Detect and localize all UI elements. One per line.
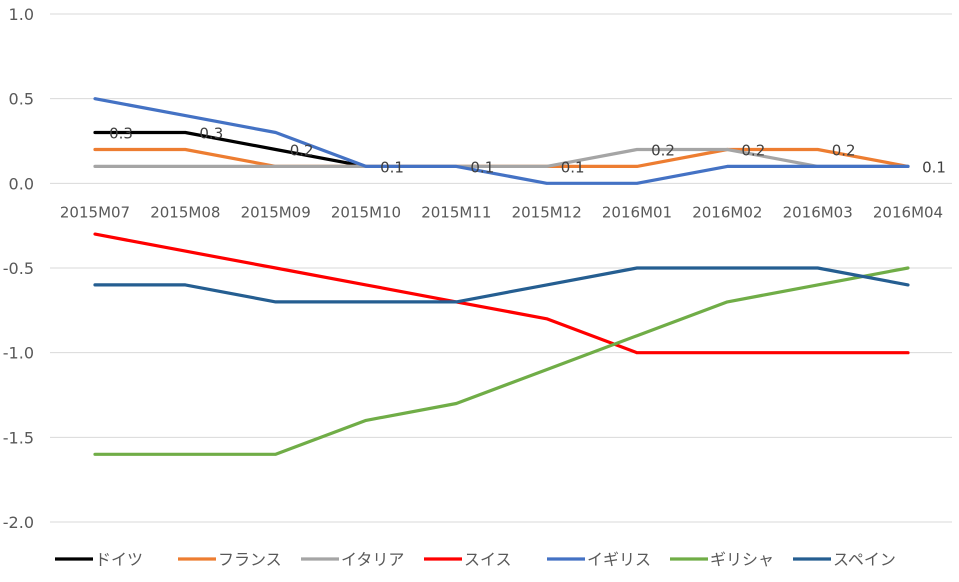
series-line — [93, 147, 910, 168]
x-axis-ticks: 2015M07 2015M08 2015M09 2015M10 2015M11 2015M… — [60, 203, 943, 221]
legend-label: スペイン — [833, 550, 896, 569]
x-tick-label: 2016M01 — [602, 203, 672, 221]
x-tick-label: 2015M12 — [512, 203, 582, 221]
x-tick-label: 2015M10 — [331, 203, 401, 221]
legend-label: イギリス — [587, 550, 651, 569]
x-tick-label: 2015M08 — [150, 203, 220, 221]
data-label: 0.2 — [832, 141, 856, 159]
data-labels: 0.3 0.3 0.2 0.1 0.1 0.1 0.2 0.2 0.2 0.1 — [109, 125, 946, 177]
y-tick-label: 1.0 — [9, 5, 34, 24]
legend-label: フランス — [218, 550, 282, 569]
x-tick-label: 2015M09 — [241, 203, 311, 221]
series-line — [93, 97, 910, 185]
data-label: 0.1 — [470, 158, 494, 176]
data-label: 0.2 — [290, 141, 314, 159]
data-label: 0.3 — [109, 125, 133, 143]
y-tick-label: 0.0 — [9, 174, 34, 193]
data-label: 0.3 — [199, 125, 223, 143]
series-line — [93, 147, 910, 168]
x-tick-label: 2016M04 — [873, 203, 943, 221]
data-label: 0.2 — [741, 141, 765, 159]
legend-label: イタリア — [341, 550, 404, 569]
y-tick-label: 0.5 — [9, 90, 34, 109]
series-line — [93, 130, 368, 168]
gridlines — [50, 13, 952, 523]
y-tick-label: -1.5 — [3, 428, 34, 447]
legend-label: ギリシャ — [710, 550, 774, 569]
data-label: 0.2 — [651, 141, 675, 159]
data-label: 0.1 — [380, 158, 404, 176]
x-tick-label: 2015M07 — [60, 203, 130, 221]
y-tick-label: -2.0 — [3, 513, 34, 532]
series-line — [93, 232, 910, 355]
legend-label: ドイツ — [95, 550, 143, 569]
y-tick-label: -0.5 — [3, 259, 34, 278]
y-tick-label: -1.0 — [3, 344, 34, 363]
legend: ドイツ フランス イタリア スイス イギリス ギリシャ スペイン — [55, 550, 896, 569]
x-tick-label: 2016M03 — [783, 203, 853, 221]
series-line — [93, 266, 910, 304]
legend-label: スイス — [464, 550, 512, 569]
data-label: 0.1 — [922, 158, 946, 176]
x-tick-label: 2015M11 — [421, 203, 491, 221]
y-axis-ticks: 1.0 0.5 0.0 -0.5 -1.0 -1.5 -2.0 — [3, 5, 34, 532]
x-tick-label: 2016M02 — [692, 203, 762, 221]
data-label: 0.1 — [561, 158, 585, 176]
series-line — [93, 266, 910, 456]
series-lines — [93, 97, 910, 456]
